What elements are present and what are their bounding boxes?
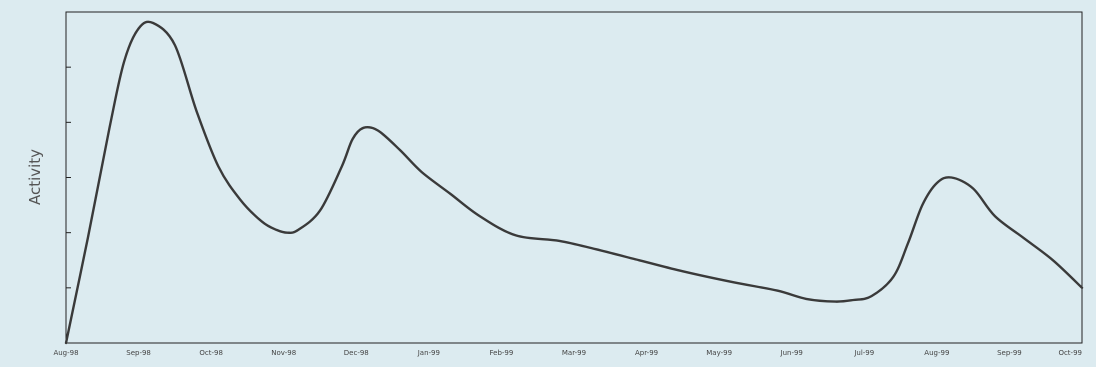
x-tick-label: Apr-99 [635,349,658,357]
activity-series-line [64,20,1084,345]
x-tick-label: May-99 [706,349,732,357]
y-axis-label: Activity [26,149,44,205]
x-tick-label: Jul-99 [853,349,874,357]
x-tick-label: Feb-99 [490,349,514,357]
x-tick-label: Oct-98 [199,349,223,357]
x-tick-label: Oct-99 [1058,349,1082,357]
x-axis-tick-labels: Aug-98 Sep-98 Oct-98 Nov-98 Dec-98 Jan-99 Feb-… [53,349,1082,357]
x-tick-label: Nov-98 [271,349,296,357]
plot-area [65,11,1083,344]
x-tick-label: Jan-99 [417,349,440,357]
x-tick-label: Sep-99 [997,349,1022,357]
x-tick-label: Mar-99 [562,349,586,357]
x-tick-label: Jun-99 [780,349,803,357]
x-tick-label: Aug-98 [53,349,78,357]
x-tick-label: Aug-99 [924,349,949,357]
x-tick-label: Sep-98 [126,349,151,357]
x-tick-label: Dec-98 [344,349,369,357]
